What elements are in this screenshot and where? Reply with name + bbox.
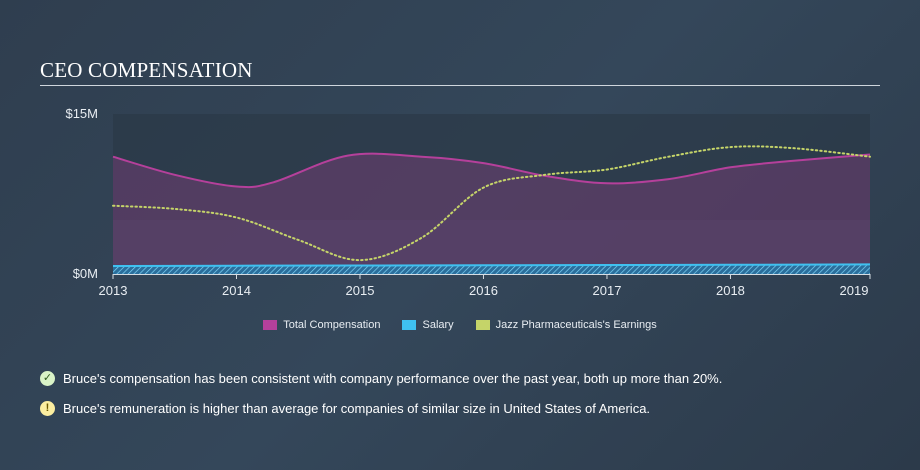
data-point-total-compensation (111, 155, 115, 159)
series-area-total-compensation (113, 153, 870, 274)
data-point-salary (868, 262, 872, 266)
data-point-salary (235, 264, 239, 268)
series-line-total-compensation (112, 152, 871, 189)
data-point-jazz-pharmaceuticals-s-earnings (667, 155, 671, 159)
insight-text: Bruce's remuneration is higher than aver… (63, 400, 651, 416)
chart-legend: Total Compensation Salary Jazz Pharmaceu… (0, 319, 920, 331)
data-point-jazz-pharmaceuticals-s-earnings (790, 146, 794, 150)
legend-swatch-earnings (475, 320, 490, 330)
title-divider (40, 85, 880, 86)
data-point-salary (605, 263, 609, 267)
insight-list: ✓ Bruce's compensation has been consiste… (40, 368, 722, 428)
page-title: CEO COMPENSATION (40, 58, 253, 82)
legend-swatch-salary (402, 320, 417, 330)
insight-item: ! Bruce's remuneration is higher than av… (40, 398, 722, 418)
legend-label: Total Compensation (283, 319, 381, 331)
data-point-total-compensation (605, 181, 609, 185)
data-point-salary (358, 264, 362, 268)
warning-circle-icon: ! (40, 400, 55, 416)
series-area-salary (113, 264, 870, 274)
x-tick-label: 2018 (716, 283, 745, 298)
data-point-jazz-pharmaceuticals-s-earnings (729, 145, 733, 149)
data-point-jazz-pharmaceuticals-s-earnings (543, 173, 547, 177)
data-point-total-compensation (729, 165, 733, 169)
data-point-jazz-pharmaceuticals-s-earnings (868, 155, 872, 159)
data-point-total-compensation (173, 173, 177, 177)
insight-item: ✓ Bruce's compensation has been consiste… (40, 368, 722, 388)
legend-swatch-total-compensation (263, 320, 278, 330)
x-tick-label: 2013 (99, 283, 128, 298)
series-line-salary (112, 263, 871, 267)
y-tick-label: $0M (73, 266, 98, 281)
data-point-jazz-pharmaceuticals-s-earnings (235, 216, 239, 220)
data-point-jazz-pharmaceuticals-s-earnings (605, 168, 609, 172)
data-point-jazz-pharmaceuticals-s-earnings (482, 186, 486, 190)
legend-item-earnings[interactable]: Jazz Pharmaceuticals's Earnings (475, 319, 657, 331)
insight-text: Bruce's compensation has been consistent… (63, 370, 723, 386)
data-point-total-compensation (482, 161, 486, 165)
data-point-total-compensation (790, 159, 794, 163)
y-tick-label: $15M (65, 106, 98, 121)
x-tick-label: 2014 (222, 283, 251, 298)
data-point-total-compensation (346, 154, 350, 158)
data-point-salary (729, 263, 733, 267)
legend-item-total-compensation[interactable]: Total Compensation (263, 319, 380, 331)
data-point-total-compensation (667, 177, 671, 181)
legend-item-salary[interactable]: Salary (402, 319, 454, 331)
x-tick-label: 2015 (346, 283, 375, 298)
data-point-jazz-pharmaceuticals-s-earnings (296, 238, 300, 242)
check-circle-icon: ✓ (40, 370, 55, 386)
data-point-jazz-pharmaceuticals-s-earnings (358, 258, 362, 262)
data-point-total-compensation (272, 180, 276, 184)
data-point-total-compensation (420, 155, 424, 159)
x-tick-label: 2017 (593, 283, 622, 298)
series-line-earnings (112, 145, 871, 262)
x-tick-label: 2016 (469, 283, 498, 298)
data-point-salary (482, 263, 486, 267)
data-point-salary (111, 264, 115, 268)
legend-label: Jazz Pharmaceuticals's Earnings (495, 319, 657, 331)
data-point-jazz-pharmaceuticals-s-earnings (420, 236, 424, 240)
x-tick-label: 2019 (840, 283, 869, 298)
legend-label: Salary (422, 319, 454, 331)
data-point-total-compensation (235, 185, 239, 189)
data-point-jazz-pharmaceuticals-s-earnings (173, 207, 177, 211)
data-point-jazz-pharmaceuticals-s-earnings (111, 204, 115, 208)
